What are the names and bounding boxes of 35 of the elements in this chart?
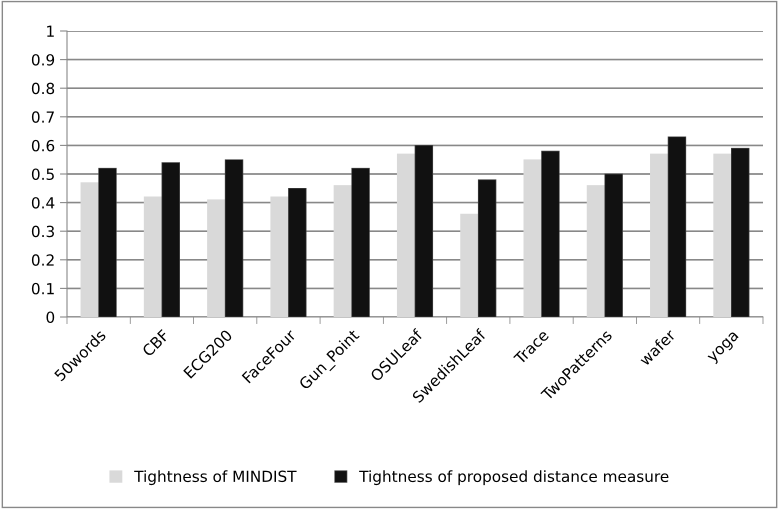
bar bbox=[650, 154, 668, 317]
legend-label: Tightness of MINDIST bbox=[134, 470, 297, 486]
y-tick-label: 0.7 bbox=[32, 111, 54, 123]
y-tick-label: 0.1 bbox=[32, 282, 54, 294]
y-tick-label: 0.8 bbox=[32, 82, 54, 94]
bar bbox=[713, 154, 732, 317]
bar bbox=[288, 188, 307, 317]
bar bbox=[460, 214, 479, 317]
bar bbox=[478, 179, 496, 317]
bar bbox=[334, 185, 352, 317]
bar bbox=[98, 168, 117, 317]
y-tick-label: 0 bbox=[46, 311, 54, 324]
bar bbox=[396, 154, 416, 317]
y-tick-label: 0.6 bbox=[32, 140, 54, 152]
y-tick-label: 0.3 bbox=[32, 226, 54, 238]
bar bbox=[80, 182, 99, 317]
y-tick-label: 0.5 bbox=[32, 168, 54, 180]
y-tick-label: 1 bbox=[47, 26, 54, 37]
bar bbox=[604, 174, 623, 317]
bar bbox=[586, 185, 606, 317]
bar bbox=[162, 162, 180, 317]
bar bbox=[144, 196, 162, 317]
bar bbox=[541, 150, 560, 317]
legend-label: Tightness of proposed distance measure bbox=[359, 470, 668, 486]
y-tick-label: 0.2 bbox=[32, 254, 54, 266]
bar bbox=[351, 168, 370, 317]
y-tick-label: 0.9 bbox=[32, 54, 54, 66]
bar bbox=[270, 196, 289, 317]
bar bbox=[224, 159, 244, 317]
y-tick-label: 0.4 bbox=[32, 197, 54, 209]
bar bbox=[207, 199, 226, 317]
bar bbox=[731, 148, 750, 317]
bar bbox=[523, 159, 542, 317]
bar bbox=[414, 145, 434, 317]
bar bbox=[668, 136, 686, 317]
